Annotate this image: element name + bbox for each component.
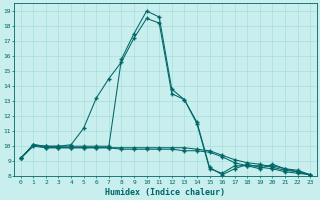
X-axis label: Humidex (Indice chaleur): Humidex (Indice chaleur) [106,188,226,197]
